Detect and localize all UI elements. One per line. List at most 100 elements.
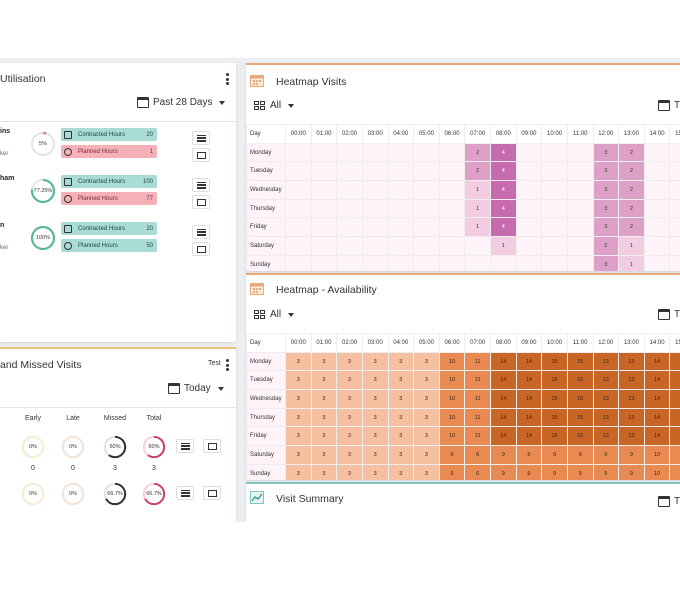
missed-visits-period-dropdown[interactable]: Today [168,383,224,394]
heatmap-cell [310,217,338,238]
visit-summary-date-label: T [674,496,680,507]
heatmap-availability-date-dropdown[interactable]: T [658,309,680,320]
heatmap-cell: 3 [285,445,312,465]
contracted-hours-pill: Contracted Hours 20 [61,128,157,141]
missed-visits-menu-button[interactable] [226,359,229,373]
heatmap-cell [361,254,389,271]
visit-ratio-ring [21,435,45,459]
heatmap-cell [669,180,680,200]
heatmap-cell [387,198,415,219]
visit-count: 0 [71,465,75,472]
heatmap-cell: 14 [669,407,680,428]
heatmap-cell: 13 [618,407,645,428]
heatmap-visits-date-dropdown[interactable]: T [658,100,680,111]
visit-ratio-ring [61,435,85,459]
utilisation-row-list-button[interactable] [192,178,210,192]
check-box-icon [64,224,72,233]
day-label: Sunday [246,463,286,480]
utilisation-row-list-button[interactable] [192,131,210,145]
heatmap-calendar-icon [250,75,264,87]
clock-icon [64,147,72,156]
hour-header: 03:00 [361,333,389,353]
contracted-hours-pill: Contracted Hours 100 [61,175,157,188]
heatmap-cell: 3 [285,370,312,391]
heatmap-cell: 15 [541,407,568,428]
heatmap-cell: 3 [361,463,389,480]
heatmap-cell: 14 [643,389,671,409]
heatmap-cell [515,180,543,200]
heatmap-cell [438,217,466,238]
heatmap-cell: 3 [413,407,440,428]
heatmap-cell: 14 [515,351,543,372]
utilisation-row-open-button[interactable] [192,195,210,209]
visit-ratio-ring [142,482,166,506]
clock-icon [64,241,72,250]
utilisation-period-dropdown[interactable]: Past 28 Days [137,97,226,108]
heatmap-cell: 3 [387,389,415,409]
heatmap-cell: 14 [643,426,671,447]
heatmap-cell: 6 [438,463,466,480]
check-box-icon [64,177,72,186]
heatmap-cell: 3 [592,180,620,200]
hour-header: 07:00 [464,333,491,353]
heatmap-cell: 9 [592,445,620,465]
hour-header: 00:00 [285,333,312,353]
heatmap-cell: 4 [490,180,517,200]
missed-row-open-button[interactable] [203,486,221,500]
heatmap-cell: 9 [566,463,594,480]
heatmap-cell [413,198,440,219]
day-label: Monday [246,351,286,372]
planned-hours-pill: Planned Hours 1 [61,145,157,158]
heatmap-cell: 15 [566,407,594,428]
heatmap-visits-card: Heatmap Visits All T Day 00:00 01:00 02:00 0… [246,63,680,271]
heatmap-visits-date-label: T [674,100,680,111]
heatmap-cell: 3 [336,370,363,391]
heatmap-cell: 15 [541,351,568,372]
heatmap-cell: 13 [618,351,645,372]
day-label: Saturday [246,236,286,256]
heatmap-cell [310,254,338,271]
heatmap-cell: 2 [464,161,491,182]
heatmap-cell: 14 [490,407,517,428]
heatmap-cell [413,217,440,238]
hour-header: 08:00 [490,124,517,144]
heatmap-cell: 14 [669,389,680,409]
heatmap-cell: 15 [541,426,568,447]
heatmap-cell: 3 [285,426,312,447]
heatmap-cell [285,161,312,182]
utilisation-row-open-button[interactable] [192,148,210,162]
heatmap-availability-filter-dropdown[interactable]: All [254,309,295,320]
utilisation-row-open-button[interactable] [192,242,210,256]
missed-row-list-button[interactable] [176,486,194,500]
utilisation-menu-button[interactable] [226,73,229,87]
missed-visits-card: and Missed Visits Test Today Early Late Mi… [0,347,236,522]
list-icon [196,181,206,189]
heatmap-cell [336,142,363,163]
heatmap-cell [669,217,680,238]
heatmap-visits-filter-dropdown[interactable]: All [254,100,295,111]
missed-row-open-button[interactable] [203,439,221,453]
hour-header: 11:00 [566,333,594,353]
heatmap-cell: 14 [490,389,517,409]
utilisation-title: Utilisation [0,73,46,85]
heatmap-cell: 14 [669,370,680,391]
heatmap-cell [515,142,543,163]
column-header: Late [66,415,80,422]
missed-row-list-button[interactable] [176,439,194,453]
heatmap-cell: 14 [490,426,517,447]
utilisation-row-list-button[interactable] [192,225,210,239]
heatmap-row: Sunday333333669999991010 [246,463,680,480]
utilisation-donut [30,178,56,204]
hour-header: 02:00 [336,333,363,353]
column-header: Early [25,415,41,422]
heatmap-cell: 9 [490,463,517,480]
heatmap-cell: 3 [361,370,389,391]
heatmap-cell [361,217,389,238]
heatmap-cell [541,217,568,238]
visit-summary-date-dropdown[interactable]: T [658,496,680,507]
heatmap-cell: 3 [310,389,338,409]
heatmap-cell: 2 [618,161,645,182]
contracted-hours-label: Contracted Hours [78,225,126,232]
heatmap-row: Saturday333333669999991010 [246,445,680,465]
heatmap-cell: 3 [387,445,415,465]
